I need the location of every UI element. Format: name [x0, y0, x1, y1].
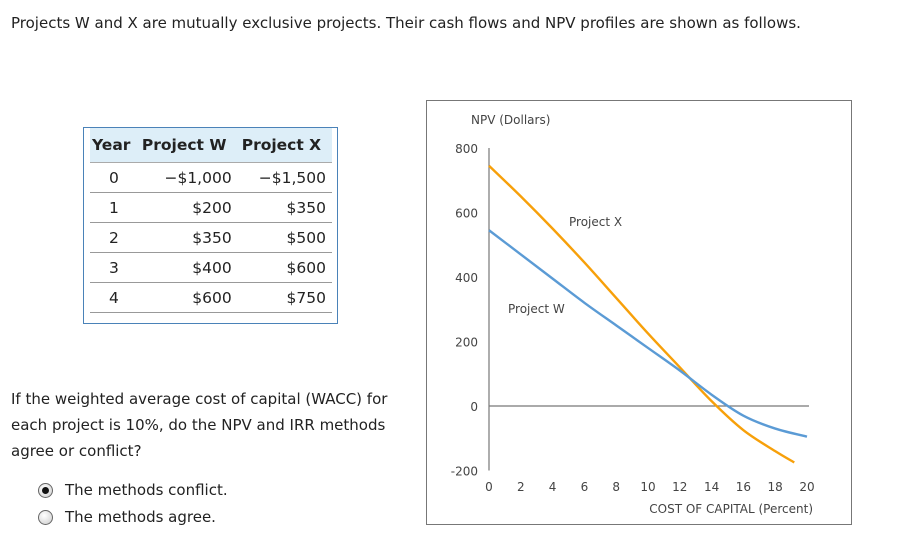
option-label: The methods agree.: [65, 508, 216, 526]
option-agree[interactable]: The methods agree.: [38, 508, 216, 526]
project-w-cell: −$1,000: [137, 162, 238, 193]
x-tick-label: 2: [517, 480, 525, 494]
radio-unselected[interactable]: [38, 509, 53, 525]
option-label: The methods conflict.: [65, 481, 228, 499]
y-tick-label: -200: [451, 465, 478, 479]
project-w-cell: $400: [137, 252, 238, 283]
x-tick-label: 8: [612, 480, 620, 494]
cash-flow-table: Year Project W Project X 0 −$1,000 −$1,500…: [83, 127, 338, 324]
year-cell: 1: [90, 192, 138, 223]
x-tick-label: 16: [736, 480, 751, 494]
project-x-cell: $350: [237, 192, 332, 223]
x-tick-label: 0: [485, 480, 493, 494]
table-row: 4 $600 $750: [90, 282, 332, 313]
table-row: 1 $200 $350: [90, 192, 332, 223]
project-w-cell: $350: [137, 222, 238, 253]
x-tick-label: 18: [768, 480, 783, 494]
table-row: 2 $350 $500: [90, 222, 332, 253]
table-row: 0 −$1,000 −$1,500: [90, 162, 332, 193]
y-tick-label: 0: [470, 400, 478, 414]
option-conflict[interactable]: The methods conflict.: [38, 481, 228, 499]
x-tick-label: 4: [549, 480, 557, 494]
series-line-project-x: [488, 164, 795, 464]
project-x-cell: $500: [237, 222, 332, 253]
y-tick-label: 400: [455, 271, 478, 285]
question-text: If the weighted average cost of capital …: [11, 390, 388, 460]
year-cell: 3: [90, 252, 138, 283]
y-tick-label: 800: [455, 142, 478, 156]
y-tick-label: 600: [455, 207, 478, 221]
year-cell: 4: [90, 282, 138, 313]
radio-selected[interactable]: [38, 482, 53, 498]
series-label-project-w: Project W: [508, 302, 565, 316]
year-cell: 0: [90, 162, 138, 193]
series-label-project-x: Project X: [569, 215, 622, 229]
year-cell: 2: [90, 222, 138, 253]
npv-profile-chart: NPV (Dollars) COST OF CAPITAL (Percent) …: [426, 100, 852, 525]
x-tick-label: 20: [799, 480, 814, 494]
project-x-cell: $750: [237, 282, 332, 313]
x-tick-label: 14: [704, 480, 719, 494]
col-year: Year: [90, 128, 138, 163]
col-project-x: Project X: [237, 128, 332, 163]
intro-text: Projects W and X are mutually exclusive …: [11, 14, 801, 32]
project-x-cell: $600: [237, 252, 332, 283]
x-tick-label: 10: [640, 480, 655, 494]
col-project-w: Project W: [137, 128, 238, 163]
project-x-cell: −$1,500: [237, 162, 332, 193]
x-tick-label: 12: [672, 480, 687, 494]
project-w-cell: $200: [137, 192, 238, 223]
project-w-cell: $600: [137, 282, 238, 313]
table-row: 3 $400 $600: [90, 252, 332, 283]
x-axis-title: COST OF CAPITAL (Percent): [649, 502, 813, 516]
y-axis-title: NPV (Dollars): [471, 113, 550, 127]
y-tick-label: 200: [455, 336, 478, 350]
x-tick-label: 6: [581, 480, 589, 494]
series-line-project-w: [488, 229, 808, 438]
chart-svg: NPV (Dollars) COST OF CAPITAL (Percent) …: [451, 113, 815, 516]
